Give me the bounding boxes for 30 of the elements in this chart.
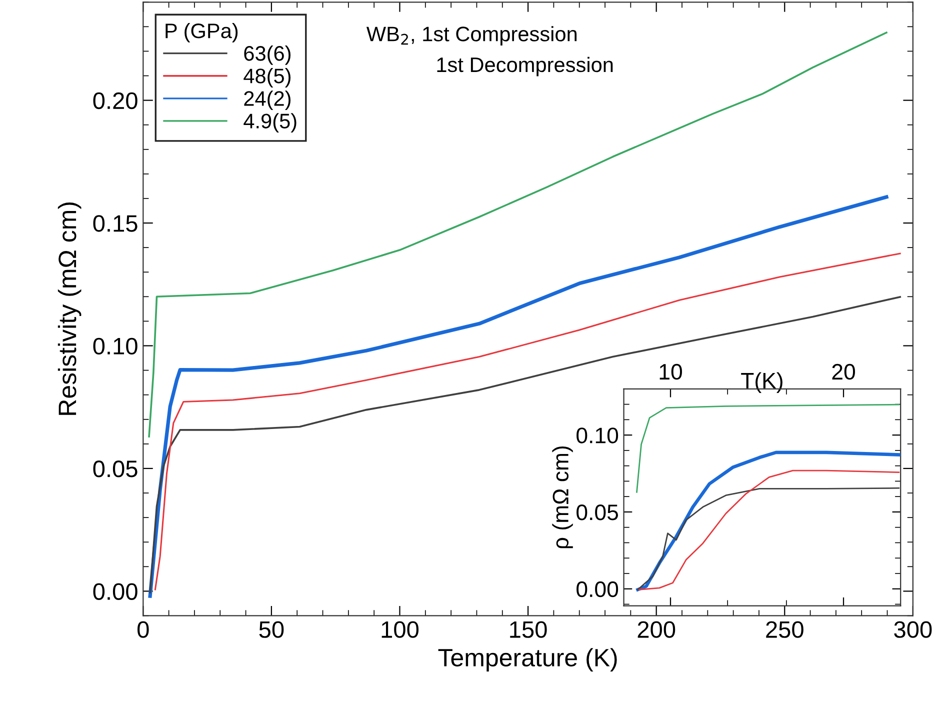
x-tick-label: 10	[660, 364, 682, 380]
x-tick-label: 300	[894, 621, 932, 638]
x-axis-title: T(K)	[741, 372, 782, 393]
annotation: 1st Decompression	[437, 56, 613, 76]
legend-label: 4.9(5)	[244, 113, 296, 133]
y-tick-label: 0.05	[576, 504, 618, 520]
y-tick-label: 0.15	[93, 215, 138, 232]
x-axis-title: Temperature (K)	[438, 648, 617, 672]
y-axis-title: Resistivity (mΩ cm)	[58, 202, 82, 415]
x-tick-label: 150	[510, 621, 547, 638]
x-tick-label: 200	[638, 621, 676, 638]
y-tick-label: 0.00	[576, 581, 618, 598]
annotation: WB$_{2}$, 1st Compression	[366, 26, 577, 46]
line-series	[148, 195, 888, 598]
line-series	[636, 404, 900, 493]
x-tick-label: 20	[832, 364, 855, 380]
legend-title: P (GPa)	[166, 22, 238, 42]
y-tick-label: 0.10	[93, 338, 138, 355]
y-tick-label: 0.20	[93, 92, 138, 110]
y-axis-title: ρ (mΩ cm)	[552, 446, 573, 548]
y-tick-label: 0.10	[576, 428, 618, 444]
y-tick-label: 0.05	[93, 460, 138, 478]
x-tick-label: 250	[766, 621, 804, 638]
x-tick-label: 100	[382, 621, 419, 638]
legend-label: 48(5)	[244, 68, 290, 88]
legend-label: 63(6)	[244, 46, 290, 65]
legend-label: 24(2)	[244, 90, 290, 110]
x-tick-label: 0	[138, 621, 149, 638]
y-tick-label: 0.00	[93, 583, 138, 600]
x-tick-label: 50	[259, 621, 284, 638]
